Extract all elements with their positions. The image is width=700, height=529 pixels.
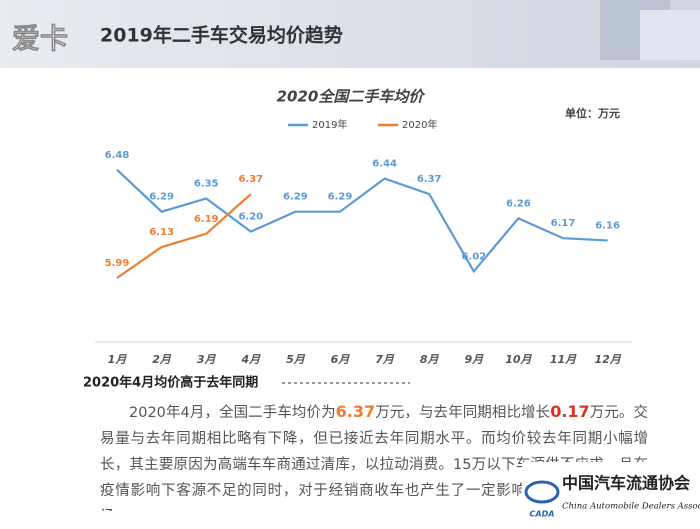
x-tick-label: 12月 [594,353,621,366]
logo: CADA 中国汽车流通协会 China Automobile Dealers A… [522,462,700,525]
watermark: 爱卡 [12,22,68,55]
data-label: 6.29 [283,192,308,203]
text: 万元，与去年同期相比增长 [375,405,551,421]
data-label: 6.37 [417,174,442,185]
x-tick-label: 1月 [108,353,128,366]
series-line [116,193,252,279]
x-tick-label: 5月 [286,353,306,366]
x-tick-label: 2月 [152,353,172,366]
cube [640,10,700,60]
x-tick-label: 3月 [197,353,217,366]
data-label: 6.16 [595,220,620,231]
section-heading: 2020年4月均价高于去年同期 [83,375,258,391]
series-line [116,168,608,274]
data-label: 6.37 [238,174,263,185]
x-tick-label: 9月 [464,353,484,366]
data-label: 5.99 [105,258,130,269]
data-label: 6.29 [149,192,174,203]
text: 2020年4月，全国二手车均价为 [129,405,336,421]
x-tick-label: 4月 [240,353,261,366]
header-bg [0,0,700,68]
data-label: 6.20 [238,212,263,223]
logo-mark [524,480,560,504]
logo-english: China Automobile Dealers Association [562,502,700,512]
chart-title: 2020全国二手车均价 [277,88,426,106]
header-title: 2019年二手车交易均价趋势 [100,24,343,47]
x-tick-label: 7月 [375,353,395,366]
legend-label: 2020年 [402,118,437,131]
legend-label: 2019年 [312,118,347,131]
data-label: 6.17 [551,218,576,229]
data-label: 6.19 [194,214,219,225]
unit: 单位：万元 [565,106,620,120]
x-tick-label: 8月 [420,353,440,366]
data-label: 6.26 [506,198,531,209]
data-label: 6.29 [328,192,353,203]
highlight: 0.17 [550,402,590,421]
x-tick-label: 10月 [505,353,532,366]
highlight: 6.37 [335,402,376,421]
data-label: 6.35 [194,178,219,189]
logo-abbr: CADA [530,510,555,519]
data-label: 6.48 [105,150,130,161]
data-label: 6.13 [149,227,174,238]
data-label: 6.44 [372,159,397,170]
data-label: 6.02 [461,251,486,262]
logo-svg: CADA 中国汽车流通协会 China Automobile Dealers A… [524,474,700,519]
x-tick-label: 6月 [331,353,351,366]
x-tick-label: 11月 [550,353,577,366]
paragraph: 2020年4月，全国二手车均价为6.37万元，与去年同期相比增长0.17万元。交… [100,399,648,511]
text: 万元。交易量与去年同期相比略有下降，但已接近去年同期水平。而均价较去年同期小幅增… [100,405,648,511]
logo-name: 中国汽车流通协会 [562,474,690,493]
